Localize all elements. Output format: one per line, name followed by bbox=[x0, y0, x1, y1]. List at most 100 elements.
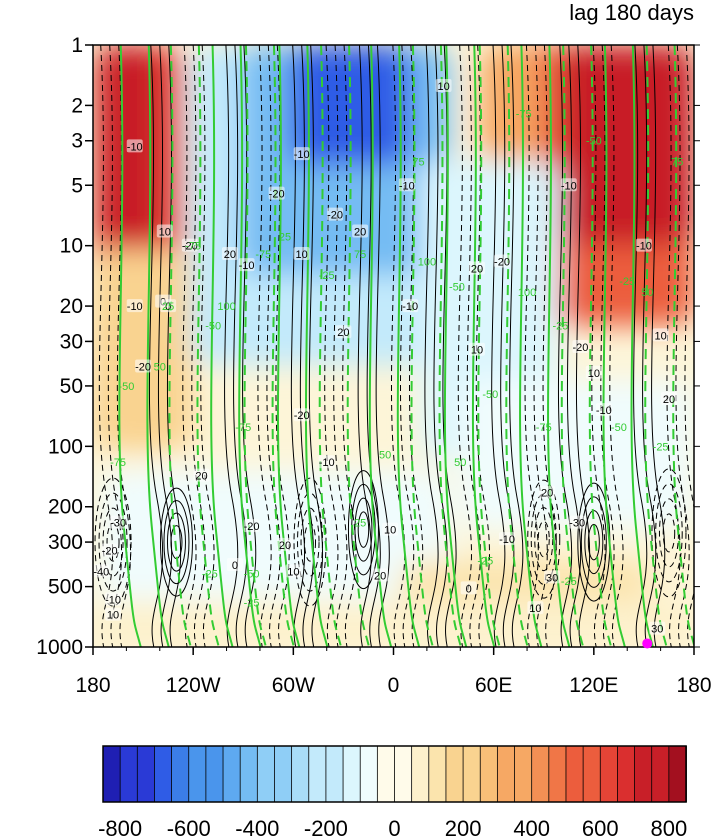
black-contour-label: -20 bbox=[294, 410, 310, 422]
green-contour-label: -75 bbox=[235, 422, 251, 434]
colorbar-bin bbox=[239, 745, 259, 803]
colorbar-bin bbox=[119, 745, 139, 803]
geopotential-contour-line bbox=[357, 45, 372, 647]
y-tick-label: 300 bbox=[48, 531, 83, 554]
colorbar-bin bbox=[411, 745, 430, 803]
geopotential-contour-cell bbox=[354, 497, 373, 562]
colorbar-bin bbox=[102, 745, 122, 803]
black-contour-label: -10 bbox=[239, 260, 255, 272]
wind-contour-line bbox=[118, 45, 142, 647]
geopotential-contour-cell bbox=[98, 492, 128, 592]
colorbar-bin bbox=[256, 745, 276, 803]
y-tick-label: 5 bbox=[71, 174, 83, 197]
plot-area: -1010-20020-10-20-1010-202010-1020-1020-… bbox=[93, 45, 694, 647]
green-contour-label: 75 bbox=[354, 249, 366, 261]
black-contour-label: 0 bbox=[466, 583, 472, 595]
colorbar-bin bbox=[222, 745, 242, 803]
colorbar-bin bbox=[205, 745, 224, 803]
green-contour-label: -50 bbox=[244, 568, 260, 580]
colorbar-bin bbox=[342, 745, 362, 803]
green-contour-label: 25 bbox=[354, 518, 366, 530]
colorbar-bin bbox=[651, 745, 670, 803]
geopotential-contour-cell bbox=[163, 500, 190, 585]
y-tick-label: 10 bbox=[60, 235, 83, 258]
green-contour-label: 75 bbox=[671, 156, 683, 168]
geopotential-contour-cell bbox=[94, 477, 132, 607]
wind-contour-line bbox=[243, 45, 267, 647]
black-contour-label: 10 bbox=[654, 330, 666, 342]
green-contour-label: 100 bbox=[217, 301, 235, 313]
green-contour-label: 100 bbox=[518, 287, 536, 299]
wind-contour-line bbox=[519, 45, 543, 647]
colorbar bbox=[102, 745, 687, 803]
geopotential-contour-cell bbox=[655, 483, 683, 583]
wind-contour-line bbox=[318, 45, 343, 647]
x-tick-label: 60W bbox=[272, 674, 315, 697]
green-contour-label: -50 bbox=[118, 381, 134, 393]
colorbar-tick-label: 200 bbox=[445, 816, 482, 838]
black-contour-label: 20 bbox=[224, 249, 236, 261]
wind-contour-line bbox=[438, 45, 462, 647]
black-contour-label: -20 bbox=[269, 189, 285, 201]
green-contour-label: -75 bbox=[255, 249, 271, 261]
wind-contour-line bbox=[477, 45, 501, 647]
wind-contour-line bbox=[238, 45, 262, 647]
green-contour-label: -25 bbox=[561, 576, 577, 588]
black-contour-label: -20 bbox=[327, 210, 343, 222]
geopotential-contour-line bbox=[299, 45, 314, 647]
green-contour-label: -50 bbox=[586, 136, 602, 148]
black-contour-label: 20 bbox=[337, 327, 349, 339]
black-contour-label: 20 bbox=[279, 540, 291, 552]
geopotential-contour-line bbox=[366, 45, 381, 647]
geopotential-contour-cell bbox=[580, 496, 607, 588]
green-contour-label: -25 bbox=[552, 321, 568, 333]
colorbar-bin bbox=[291, 745, 310, 803]
green-contour-label: 50 bbox=[454, 457, 466, 469]
colorbar-frame bbox=[102, 745, 687, 803]
colorbar-tick-label: -200 bbox=[304, 816, 348, 838]
green-contour-label: -75 bbox=[516, 109, 532, 121]
colorbar-bin bbox=[171, 745, 190, 803]
geopotential-contour-cell bbox=[357, 511, 370, 548]
black-contour-label: 10 bbox=[588, 368, 600, 380]
contour-labels: -1010-20020-10-20-1010-202010-1020-1020-… bbox=[93, 78, 683, 636]
black-contour-label: -10 bbox=[127, 141, 143, 153]
y-tick-label: 50 bbox=[60, 375, 83, 398]
y-tick-label: 1000 bbox=[36, 636, 83, 659]
colorbar-bin bbox=[376, 745, 396, 803]
green-contour-label: -75 bbox=[110, 457, 126, 469]
black-contour-label: 20 bbox=[354, 227, 366, 239]
geopotential-contour-line bbox=[290, 45, 305, 647]
x-axis: 180 120W 60W 0 60E 120E 180 bbox=[75, 647, 712, 697]
green-contour-label: -50 bbox=[611, 422, 627, 434]
y-tick-label: 200 bbox=[48, 496, 83, 519]
geopotential-contour-line bbox=[651, 45, 666, 647]
black-contour-label: 10 bbox=[159, 227, 171, 239]
colorbar-tick-label: -400 bbox=[235, 816, 279, 838]
black-contour-label: 0 bbox=[232, 560, 238, 572]
black-contour-label: -10 bbox=[636, 241, 652, 253]
y-tick-label: 3 bbox=[71, 130, 83, 153]
geopotential-contour-line bbox=[148, 45, 164, 647]
black-contour-label: -10 bbox=[399, 180, 415, 192]
green-contour-label: -25 bbox=[619, 276, 635, 288]
wind-contour-line bbox=[588, 45, 613, 647]
colorbar-bin bbox=[496, 745, 516, 803]
green-contour-label: 75 bbox=[412, 156, 424, 168]
colorbar-tick-label: 800 bbox=[650, 816, 687, 838]
colorbar-bin bbox=[668, 745, 687, 803]
black-contour-label: -20 bbox=[102, 545, 118, 557]
geopotential-contour-cell bbox=[347, 470, 379, 590]
black-contour-label: -20 bbox=[135, 361, 151, 373]
green-contour-label: -25 bbox=[477, 555, 493, 567]
green-contour-label: -75 bbox=[185, 241, 201, 253]
geopotential-contour-cell bbox=[584, 510, 604, 575]
geopotential-contour-line bbox=[575, 45, 591, 647]
colorbar-tick-label: 0 bbox=[388, 816, 400, 838]
wind-contour-line bbox=[672, 45, 694, 647]
wind-contour-line bbox=[368, 45, 393, 647]
green-contour-label: -75 bbox=[536, 422, 552, 434]
chart-title: lag 180 days bbox=[569, 0, 694, 25]
green-contour-label: -50 bbox=[482, 389, 498, 401]
wind-contour-line bbox=[304, 45, 329, 647]
